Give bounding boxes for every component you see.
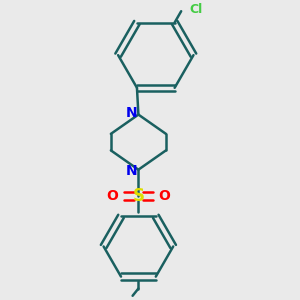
Text: N: N [125,106,137,120]
Text: O: O [106,189,118,203]
Text: Cl: Cl [190,3,203,16]
Text: O: O [159,189,170,203]
Text: N: N [125,164,137,178]
Text: S: S [132,187,144,205]
